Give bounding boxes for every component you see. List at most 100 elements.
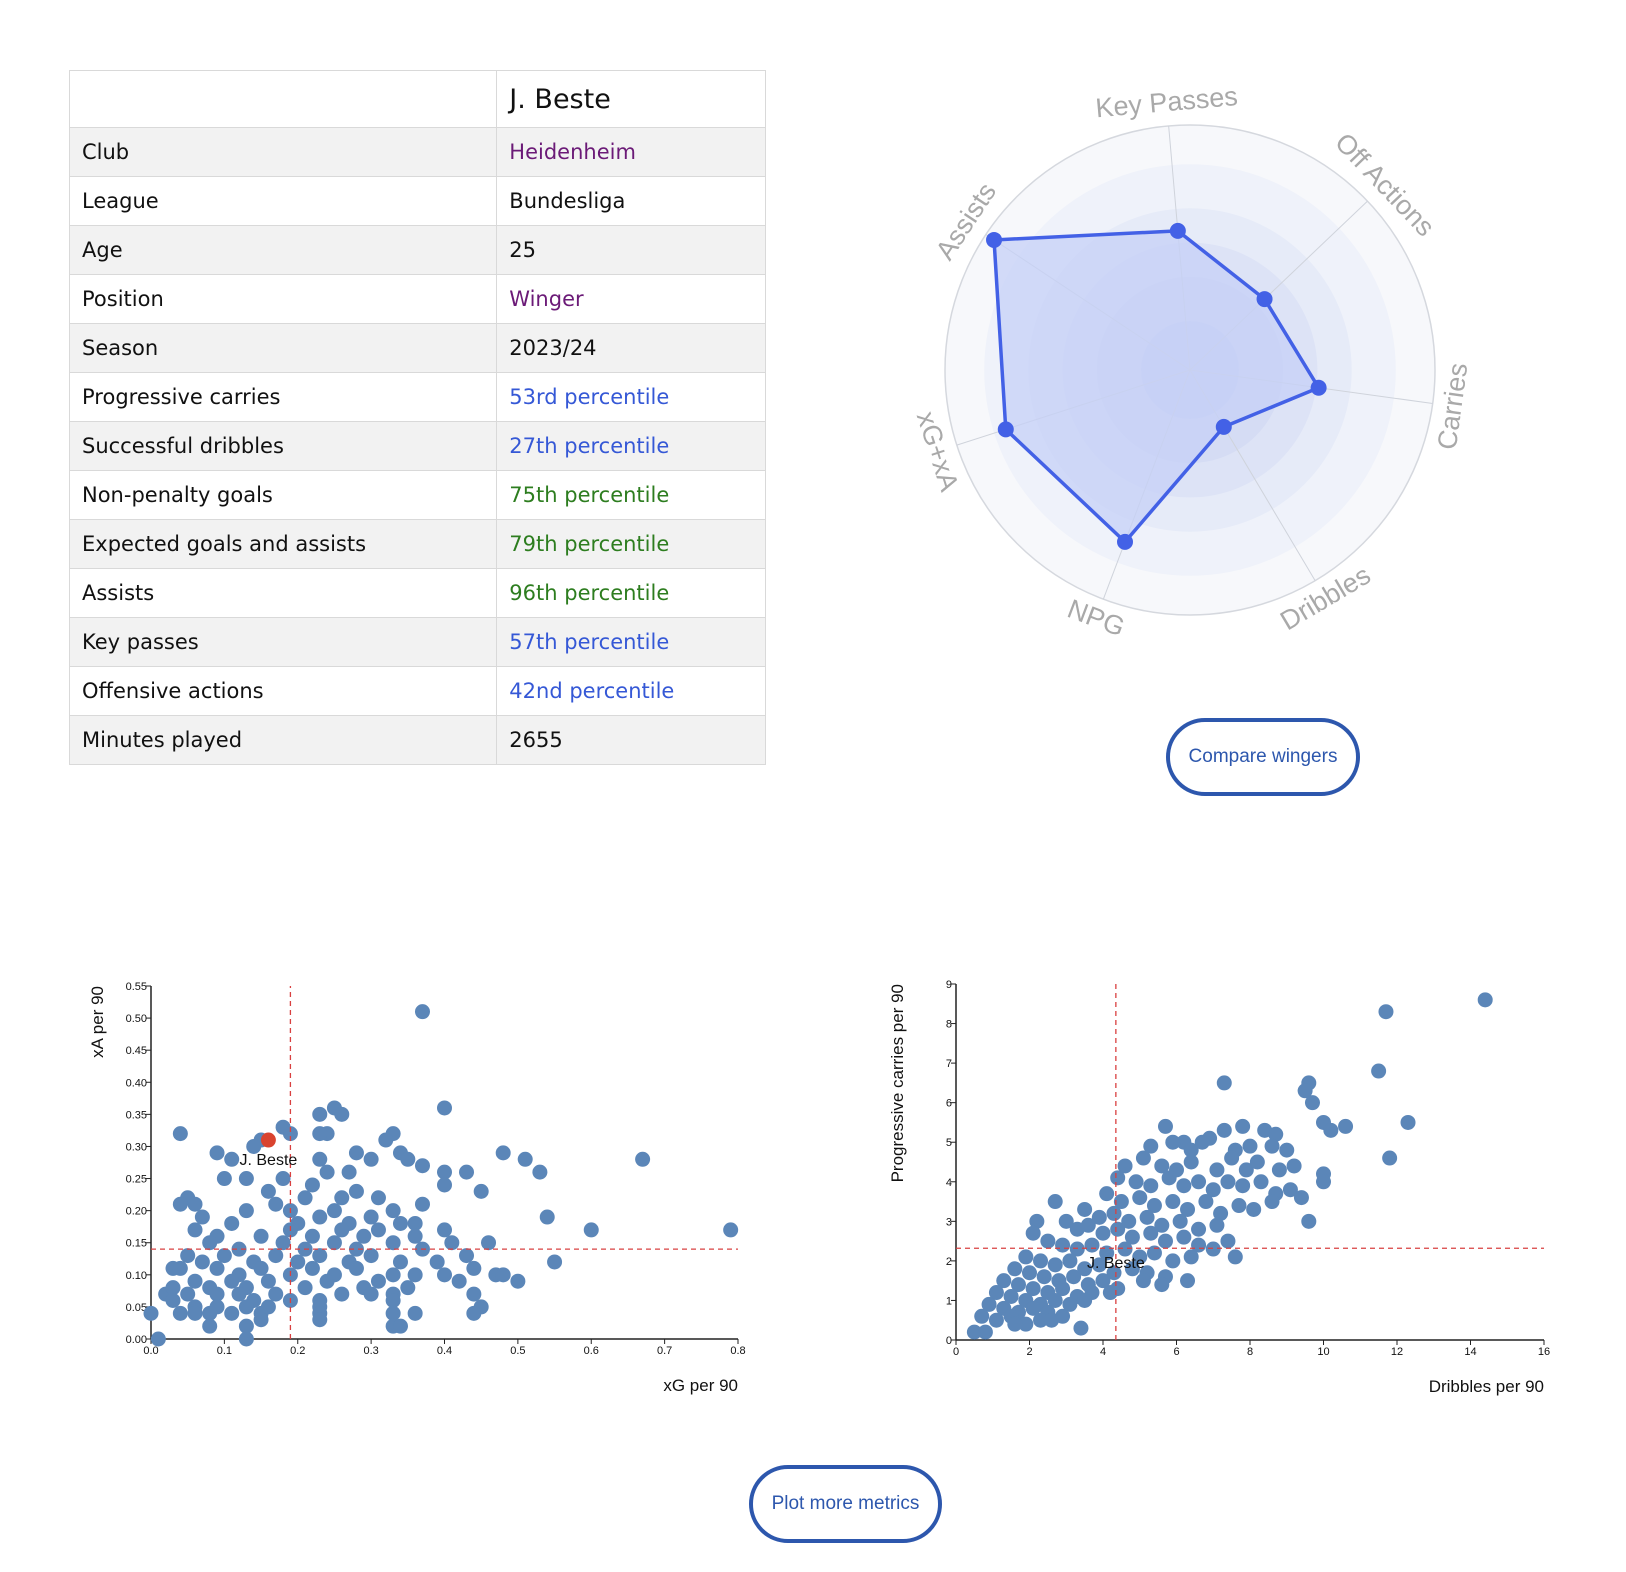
scatter-point <box>290 1254 306 1270</box>
scatter-point <box>1135 1273 1151 1289</box>
y-tick-label: 0.15 <box>126 1238 147 1250</box>
scatter-point <box>1084 1237 1100 1253</box>
scatter-point <box>238 1331 254 1347</box>
scatter-point <box>1132 1190 1148 1206</box>
scatter-point <box>238 1171 254 1187</box>
row-value: 25 <box>496 225 766 275</box>
scatter-point <box>1099 1245 1115 1261</box>
scatter-point <box>238 1318 254 1334</box>
radar-axis-label: Key Passes <box>1094 81 1239 123</box>
scatter-point <box>172 1305 188 1321</box>
scatter-point <box>370 1190 386 1206</box>
scatter-point <box>348 1260 364 1276</box>
scatter-point <box>1106 1265 1122 1281</box>
radar-point <box>1310 379 1327 396</box>
scatter-point <box>224 1273 240 1289</box>
scatter-point <box>1264 1138 1280 1154</box>
scatter-point <box>392 1254 408 1270</box>
scatter-point <box>326 1203 342 1219</box>
scatter-point <box>1077 1261 1093 1277</box>
scatter-point <box>1400 1114 1416 1130</box>
scatter-point <box>1099 1186 1115 1202</box>
scatter-point <box>378 1132 394 1148</box>
row-value: 57th percentile <box>496 617 766 667</box>
scatter-point <box>1165 1134 1181 1150</box>
scatter-point <box>1095 1273 1111 1289</box>
scatter-point <box>1378 1004 1394 1020</box>
highlight-label: J. Beste <box>1087 1255 1145 1272</box>
y-tick-label: 8 <box>946 1019 952 1031</box>
scatter-point <box>1338 1118 1354 1134</box>
x-tick-label: 0.5 <box>510 1345 525 1357</box>
scatter-point <box>224 1305 240 1321</box>
table-row: Non-penalty goals 75th percentile <box>68 470 766 520</box>
scatter-point <box>1154 1277 1170 1293</box>
scatter-point <box>370 1273 386 1289</box>
y-tick-label: 0 <box>946 1335 952 1347</box>
scatter-point <box>1235 1178 1251 1194</box>
table-row: Minutes played 2655 <box>68 715 766 765</box>
row-value: 96th percentile <box>496 568 766 618</box>
scatter-point <box>1279 1142 1295 1158</box>
scatter-point <box>1124 1261 1140 1277</box>
scatter-point <box>268 1286 284 1302</box>
scatter-point <box>150 1331 166 1347</box>
x-tick-label: 0.8 <box>730 1345 745 1357</box>
scatter-point <box>392 1215 408 1231</box>
scatter-point <box>268 1196 284 1212</box>
scatter-point <box>1055 1237 1071 1253</box>
scatter-point <box>268 1248 284 1264</box>
scatter-point <box>1025 1225 1041 1241</box>
table-row: Successful dribbles 27th percentile <box>68 421 766 471</box>
scatter-point <box>1143 1178 1159 1194</box>
scatter-point <box>1007 1261 1023 1277</box>
scatter-point <box>297 1280 313 1296</box>
scatter-point <box>385 1267 401 1283</box>
scatter-point <box>216 1248 232 1264</box>
scatter-point <box>385 1203 401 1219</box>
row-label: Successful dribbles <box>68 421 498 471</box>
scatter-point <box>1301 1213 1317 1229</box>
scatter-point <box>1231 1198 1247 1214</box>
scatter-point <box>1110 1221 1126 1237</box>
scatter-point <box>1062 1296 1078 1312</box>
scatter-point <box>407 1228 423 1244</box>
plot-more-metrics-button[interactable]: Plot more metrics <box>749 1465 942 1543</box>
scatter-point <box>1161 1170 1177 1186</box>
radar-area <box>992 229 1321 544</box>
scatter-point <box>363 1248 379 1264</box>
scatter-point <box>1139 1209 1155 1225</box>
scatter-point <box>363 1151 379 1167</box>
row-value: 75th percentile <box>496 470 766 520</box>
y-tick-label: 6 <box>946 1098 952 1110</box>
scatter-point <box>1025 1300 1041 1316</box>
y-tick-label: 5 <box>946 1137 952 1149</box>
x-tick-label: 0.0 <box>143 1345 158 1357</box>
scatter-point <box>1176 1178 1192 1194</box>
scatter-point <box>194 1209 210 1225</box>
scatter-point <box>334 1106 350 1122</box>
y-tick-label: 0.05 <box>126 1302 147 1314</box>
scatter-point <box>988 1285 1004 1301</box>
radar-point <box>1256 291 1273 308</box>
scatter-point <box>400 1280 416 1296</box>
scatter-point <box>319 1273 335 1289</box>
row-label: Position <box>68 274 498 324</box>
scatter-point <box>1132 1249 1148 1265</box>
x-tick-label: 10 <box>1317 1346 1329 1358</box>
xg-xa-scatter-chart: 0.0 0.1 0.2 0.3 0.4 0.5 0.6 0.7 0.8 0.00 0.05 0.10 0… <box>88 981 746 1395</box>
scatter-point <box>1128 1174 1144 1190</box>
scatter-point <box>1304 1095 1320 1111</box>
scatter-point <box>1124 1229 1140 1245</box>
y-axis-title: Progressive carries per 90 <box>888 984 907 1182</box>
scatter-point <box>172 1196 188 1212</box>
compare-wingers-button[interactable]: Compare wingers <box>1166 718 1360 796</box>
row-value: Winger <box>496 274 766 324</box>
radar-axis-label: Carries <box>1432 361 1474 451</box>
scatter-point <box>1316 1174 1331 1190</box>
scatter-point <box>407 1305 423 1321</box>
scatter-point <box>1209 1162 1225 1178</box>
scatter-point <box>1246 1201 1262 1217</box>
